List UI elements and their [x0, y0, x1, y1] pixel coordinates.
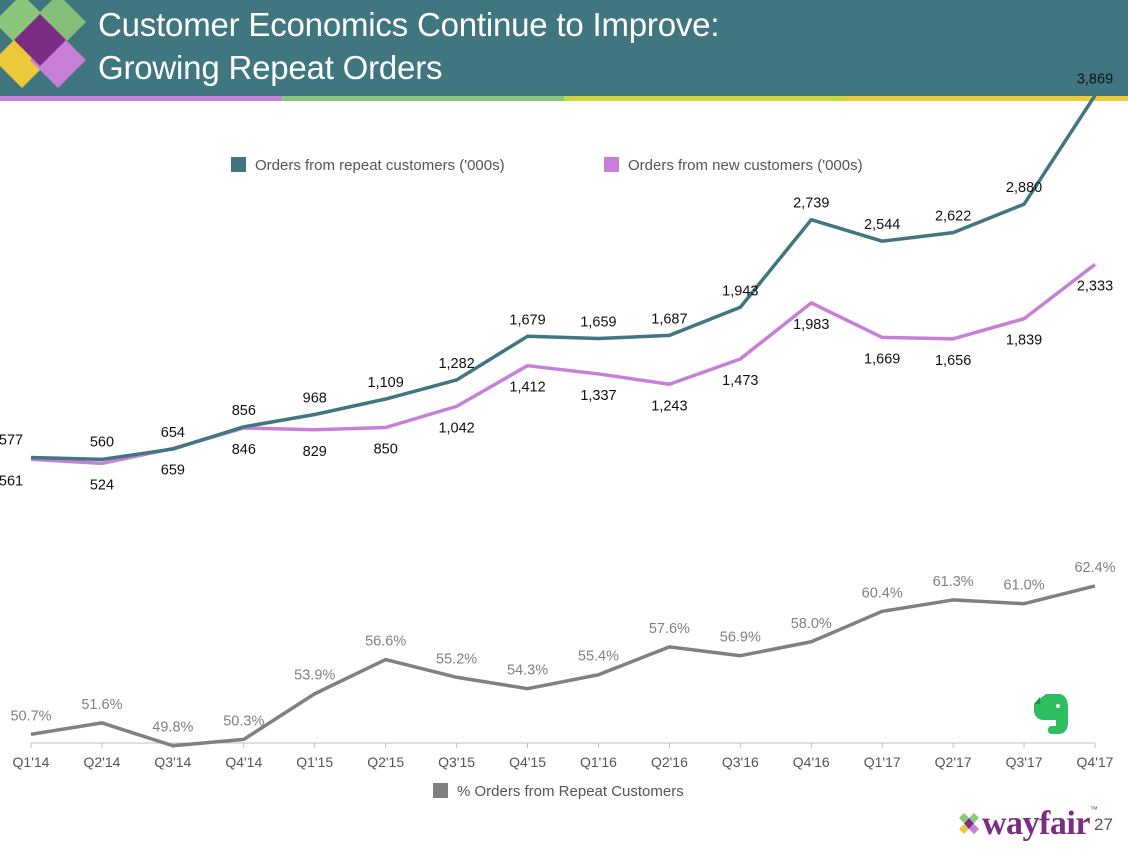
header-bar: Customer Economics Continue to Improve: …: [0, 0, 1128, 96]
data-label-new: 1,656: [935, 353, 971, 369]
data-label-percent: 54.3%: [507, 663, 548, 679]
data-label-percent: 55.4%: [578, 649, 619, 665]
x-tick-label: Q3'17: [1006, 754, 1043, 770]
x-tick-label: Q1'17: [864, 754, 901, 770]
data-label-new: 1,243: [651, 398, 687, 414]
brand-wordmark: wayfair: [982, 805, 1090, 842]
stripe-purple: [0, 96, 282, 101]
data-label-repeat: 2,622: [935, 209, 971, 225]
legend-repeat-swatch: [231, 157, 246, 172]
x-tick-label: Q2'16: [651, 754, 688, 770]
legend-repeat-label: Orders from repeat customers ('000s): [255, 157, 505, 174]
data-label-percent: 62.4%: [1074, 560, 1115, 576]
stripe-yellow: [846, 96, 1128, 101]
x-tick-label: Q4'16: [793, 754, 830, 770]
data-label-new: 2,333: [1077, 278, 1113, 294]
stripe-green: [282, 96, 564, 101]
legend-new-label: Orders from new customers ('000s): [628, 157, 863, 174]
legend-percent-label: % Orders from Repeat Customers: [457, 783, 684, 800]
data-label-percent: 56.6%: [365, 634, 406, 650]
legend-percent-swatch: [433, 783, 448, 798]
data-label-percent: 61.0%: [1004, 578, 1045, 594]
data-label-percent: 55.2%: [436, 651, 477, 667]
x-tick-label: Q4'14: [225, 754, 262, 770]
x-tick-label: Q3'15: [438, 754, 475, 770]
legend-percent: % Orders from Repeat Customers: [433, 783, 684, 800]
data-label-percent: 57.6%: [649, 621, 690, 637]
data-label-new: 1,042: [438, 420, 474, 436]
data-label-percent: 53.9%: [294, 668, 335, 684]
data-label-repeat: 654: [161, 425, 185, 441]
logo-diamond-icon: [0, 0, 86, 88]
data-label-repeat: 1,687: [651, 311, 687, 327]
data-label-percent: 58.0%: [791, 616, 832, 632]
data-label-percent: 61.3%: [933, 574, 974, 590]
x-tick-label: Q3'16: [722, 754, 759, 770]
data-label-new: 1,839: [1006, 333, 1042, 349]
data-label-repeat: 1,109: [368, 375, 404, 391]
legend-new-swatch: [604, 157, 619, 172]
x-tick-label: Q2'14: [83, 754, 120, 770]
slide-title-line-2: Growing Repeat Orders: [98, 49, 443, 86]
data-label-repeat: 2,544: [864, 217, 900, 233]
data-label-new: 850: [374, 442, 398, 458]
wayfair-logo: wayfair™: [958, 805, 1098, 843]
data-label-repeat: 560: [90, 434, 114, 450]
x-tick-label: Q2'15: [367, 754, 404, 770]
x-tick-label: Q1'15: [296, 754, 333, 770]
data-label-new: 1,337: [580, 388, 616, 404]
data-label-new: 1,669: [864, 351, 900, 367]
data-label-new: 846: [232, 442, 256, 458]
x-tick-label: Q4'17: [1077, 754, 1114, 770]
data-label-percent: 60.4%: [862, 585, 903, 601]
x-tick-label: Q4'15: [509, 754, 546, 770]
data-label-new: 561: [0, 473, 23, 489]
data-label-new: 1,473: [722, 373, 758, 389]
x-tick-label: Q1'14: [13, 754, 50, 770]
data-label-new: 829: [303, 444, 327, 460]
legend-repeat: Orders from repeat customers ('000s): [231, 157, 505, 174]
data-label-repeat: 3,869: [1077, 71, 1113, 87]
x-tick-label: Q1'16: [580, 754, 617, 770]
data-label-percent: 50.3%: [223, 713, 264, 729]
data-label-repeat: 2,739: [793, 196, 829, 212]
data-label-repeat: 968: [303, 391, 327, 407]
legend-new: Orders from new customers ('000s): [604, 157, 863, 174]
wayfair-logo-icon: [959, 813, 979, 834]
data-label-percent: 56.9%: [720, 630, 761, 646]
evernote-elephant-icon: [1034, 694, 1068, 734]
x-tick-label: Q3'14: [154, 754, 191, 770]
series-line-repeat: [30, 94, 1097, 462]
data-label-percent: 51.6%: [81, 697, 122, 713]
data-label-new: 1,983: [793, 317, 829, 333]
data-label-percent: 50.7%: [10, 708, 51, 724]
data-label-repeat: 1,943: [722, 283, 758, 299]
stripe-lime: [564, 96, 846, 101]
slide-title-line-1: Customer Economics Continue to Improve:: [98, 6, 720, 43]
page-number: 27: [1094, 815, 1113, 834]
data-label-percent: 49.8%: [152, 720, 193, 736]
data-label-new: 524: [90, 477, 114, 493]
data-label-repeat: 2,880: [1006, 180, 1042, 196]
data-label-repeat: 1,282: [438, 356, 474, 372]
x-tick-label: Q2'17: [935, 754, 972, 770]
data-label-new: 659: [161, 463, 185, 479]
data-label-repeat: 856: [232, 403, 256, 419]
series-line-percent: [30, 584, 1096, 748]
data-label-new: 1,412: [509, 380, 545, 396]
data-label-repeat: 577: [0, 433, 23, 449]
data-label-repeat: 1,659: [580, 315, 616, 331]
data-label-repeat: 1,679: [509, 312, 545, 328]
